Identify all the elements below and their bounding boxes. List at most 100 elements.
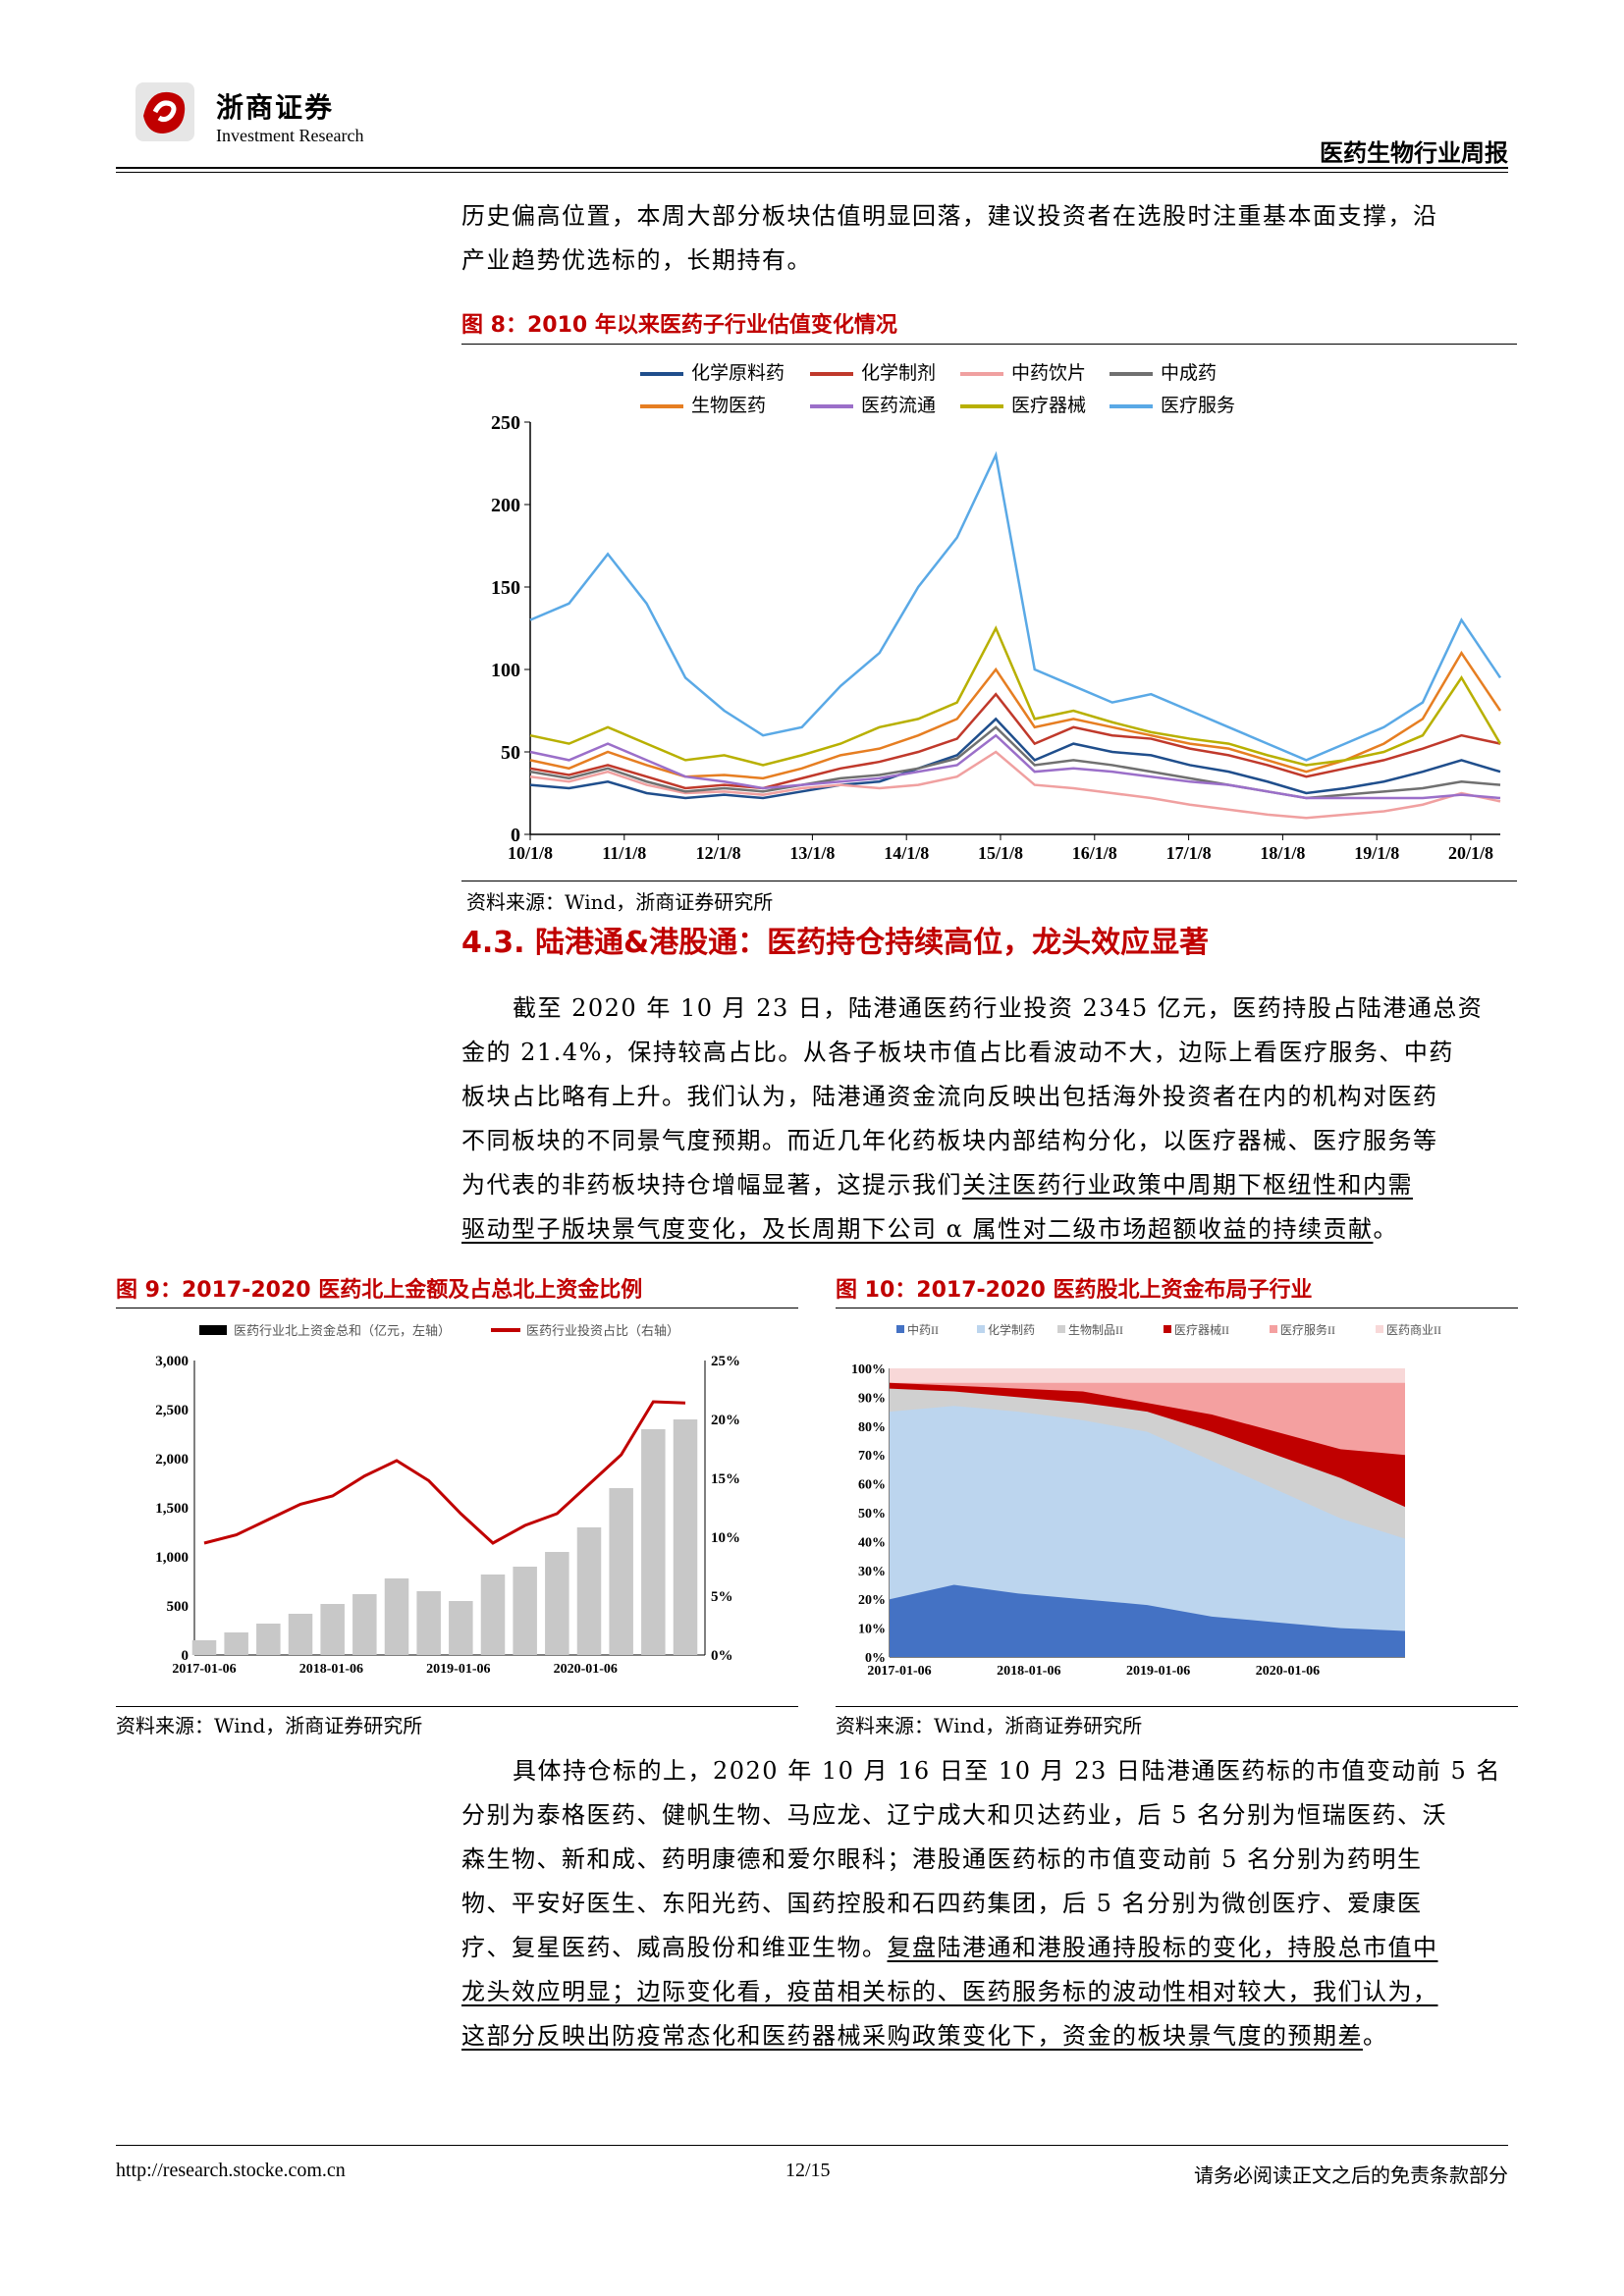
paragraph-line: 驱动型子版块景气度变化，及长周期下公司 α 属性对二级市场超额收益的持续贡献。 xyxy=(461,1207,1517,1252)
figure9-bottom-rule xyxy=(116,1706,798,1707)
underlined-text: 龙头效应明显；边际变化看，疫苗相关标的、医药服务标的波动性相对较大，我们认为， xyxy=(461,1978,1438,2005)
figure9-chart: 医药行业北上资金总和（亿元，左轴） 医药行业投资占比（右轴） 0 500 1,000 1,… xyxy=(116,1311,798,1704)
paragraph-line: 不同板块的不同景气度预期。而近几年化药板块内部结构分化，以医疗器械、医疗服务等 xyxy=(461,1127,1438,1154)
legend-item: 医药流通 xyxy=(810,391,936,417)
paragraph-line: 截至 2020 年 10 月 23 日，陆港通医药行业投资 2345 亿元，医药… xyxy=(513,994,1484,1022)
series-line xyxy=(529,451,1502,762)
series-line xyxy=(529,692,1501,790)
legend-label: 医疗器械II xyxy=(1174,1322,1229,1337)
holdings-paragraph: 具体持仓标的上，2020 年 10 月 16 日至 10 月 23 日陆港通医药… xyxy=(461,1749,1517,2058)
legend-item: 医疗服务 xyxy=(1110,391,1235,417)
bar xyxy=(288,1614,313,1655)
intro-line: 产业趋势优选标的，长期持有。 xyxy=(461,246,812,274)
legend-label: 化学制剂 xyxy=(861,362,937,384)
figure9-source: 资料来源：Wind，浙商证券研究所 xyxy=(116,1714,423,1737)
y-tick-label: 20% xyxy=(858,1593,886,1608)
report-title: 医药生物行业周报 xyxy=(1320,139,1508,167)
y-tick-label: 50 xyxy=(501,742,520,764)
right-tick-label: 15% xyxy=(711,1471,740,1487)
y-tick-label: 0% xyxy=(865,1651,886,1666)
underlined-text: 这部分反映出防疫常态化和医药器械采购政策变化下，资金的板块景气度的预期差 xyxy=(461,2022,1363,2050)
legend-item: 医疗器械 xyxy=(960,391,1086,417)
header-divider xyxy=(116,167,1508,169)
legend-swatch xyxy=(199,1325,227,1335)
legend-label: 生物制品II xyxy=(1068,1323,1123,1337)
legend-swatch xyxy=(1110,403,1153,408)
y-tick-label: 200 xyxy=(491,495,520,516)
legend-swatch xyxy=(810,371,853,376)
legend-label: 生物医药 xyxy=(691,395,767,416)
legend-label: 医药行业投资占比（右轴） xyxy=(526,1323,679,1338)
legend-label: 医疗器械 xyxy=(1011,395,1087,416)
footer-url[interactable]: http://research.stocke.com.cn xyxy=(116,2160,346,2181)
figure9-plot: 医药行业北上资金总和（亿元，左轴） 医药行业投资占比（右轴） 0 500 1,000 1,… xyxy=(155,1323,740,1677)
legend-swatch xyxy=(1270,1325,1277,1333)
x-tick-label: 2020-01-06 xyxy=(554,1662,618,1677)
right-tick-label: 5% xyxy=(711,1589,733,1605)
figure10-bottom-rule xyxy=(836,1706,1518,1707)
bar xyxy=(191,1640,217,1655)
x-tick-label: 12/1/8 xyxy=(696,843,741,863)
left-tick-label: 0 xyxy=(182,1648,189,1664)
bar xyxy=(352,1594,377,1655)
series-line xyxy=(529,625,1502,767)
legend-swatch xyxy=(977,1325,985,1333)
left-tick-label: 1,000 xyxy=(155,1550,189,1566)
series-line xyxy=(529,717,1501,800)
x-tick-label: 10/1/8 xyxy=(508,843,553,863)
figure10-title: 图 10：2017-2020 医药股北上资金布局子行业 xyxy=(836,1278,1313,1303)
x-tick-label: 15/1/8 xyxy=(978,843,1023,863)
legend-label: 中药饮片 xyxy=(1011,362,1087,384)
left-tick-label: 2,500 xyxy=(155,1403,189,1418)
section-paragraph: 截至 2020 年 10 月 23 日，陆港通医药行业投资 2345 亿元，医药… xyxy=(461,987,1517,1252)
left-tick-label: 500 xyxy=(167,1599,189,1615)
bar xyxy=(256,1624,281,1655)
area-layer xyxy=(890,1584,1405,1657)
paragraph-line: 板块占比略有上升。我们认为，陆港通资金流向反映出包括海外投资者在内的机构对医药 xyxy=(461,1083,1438,1110)
paragraph-text: 。 xyxy=(1363,2022,1388,2050)
bar xyxy=(673,1419,698,1655)
legend-label: 医疗服务 xyxy=(1161,395,1236,416)
y-tick-label: 250 xyxy=(491,412,520,434)
x-tick-label: 18/1/8 xyxy=(1260,843,1305,863)
legend-item: 化学制剂 xyxy=(810,358,936,385)
legend-label: 医药行业北上资金总和（亿元，左轴） xyxy=(234,1323,451,1338)
logo-company-name: 浙商证券 xyxy=(216,91,335,124)
bar xyxy=(545,1552,569,1655)
legend-swatch xyxy=(1376,1325,1383,1333)
bar xyxy=(416,1591,441,1655)
bar xyxy=(513,1567,537,1655)
x-tick-label: 16/1/8 xyxy=(1072,843,1117,863)
y-tick-label: 100 xyxy=(491,660,520,681)
left-tick-label: 3,000 xyxy=(155,1354,189,1369)
figure8-title: 图 8：2010 年以来医药子行业估值变化情况 xyxy=(461,313,897,338)
legend-item: 化学原料药 xyxy=(640,358,785,385)
x-tick-label: 19/1/8 xyxy=(1354,843,1399,863)
bar xyxy=(320,1604,345,1655)
intro-paragraph: 历史偏高位置，本周大部分板块估值明显回落，建议投资者在选股时注重基本面支撑，沿 … xyxy=(461,194,1517,283)
intro-line: 历史偏高位置，本周大部分板块估值明显回落，建议投资者在选股时注重基本面支撑，沿 xyxy=(461,202,1438,230)
x-tick-label: 2018-01-06 xyxy=(299,1662,363,1677)
x-tick-label: 2020-01-06 xyxy=(1256,1664,1320,1679)
figure8-top-rule xyxy=(461,344,1517,345)
legend-swatch xyxy=(1164,1325,1171,1333)
bar xyxy=(384,1578,409,1655)
company-logo xyxy=(130,77,200,147)
legend-label: 中药II xyxy=(907,1322,939,1337)
legend-item: 生物医药 xyxy=(640,391,766,417)
legend-label: 医药流通 xyxy=(861,395,937,416)
paragraph-text: 疗、复星医药、威高股份和维亚生物。 xyxy=(461,1934,888,1961)
left-tick-label: 1,500 xyxy=(155,1501,189,1517)
paragraph-line: 分别为泰格医药、健帆生物、马应龙、辽宁成大和贝达药业，后 5 名分别为恒瑞医药、… xyxy=(461,1801,1448,1829)
x-tick-label: 2018-01-06 xyxy=(997,1664,1060,1679)
section-heading: 4.3. 陆港通&港股通：医药持仓持续高位，龙头效应显著 xyxy=(461,926,1210,960)
header-divider-thin xyxy=(116,172,1508,173)
x-tick-label: 2019-01-06 xyxy=(426,1662,490,1677)
bar xyxy=(449,1601,473,1655)
figure8-plot: 0 50 100 150 200 250 10/1/8 11/1/8 12/1/8 13/1/8 1… xyxy=(491,412,1502,863)
series-line xyxy=(529,725,1501,800)
ratio-line xyxy=(203,1400,686,1545)
legend-item: 中药饮片 xyxy=(960,358,1086,385)
paragraph-line: 金的 21.4%，保持较高占比。从各子板块市值占比看波动不大，边际上看医疗服务、… xyxy=(461,1039,1454,1066)
figure9-title: 图 9：2017-2020 医药北上金额及占总北上资金比例 xyxy=(116,1278,643,1303)
